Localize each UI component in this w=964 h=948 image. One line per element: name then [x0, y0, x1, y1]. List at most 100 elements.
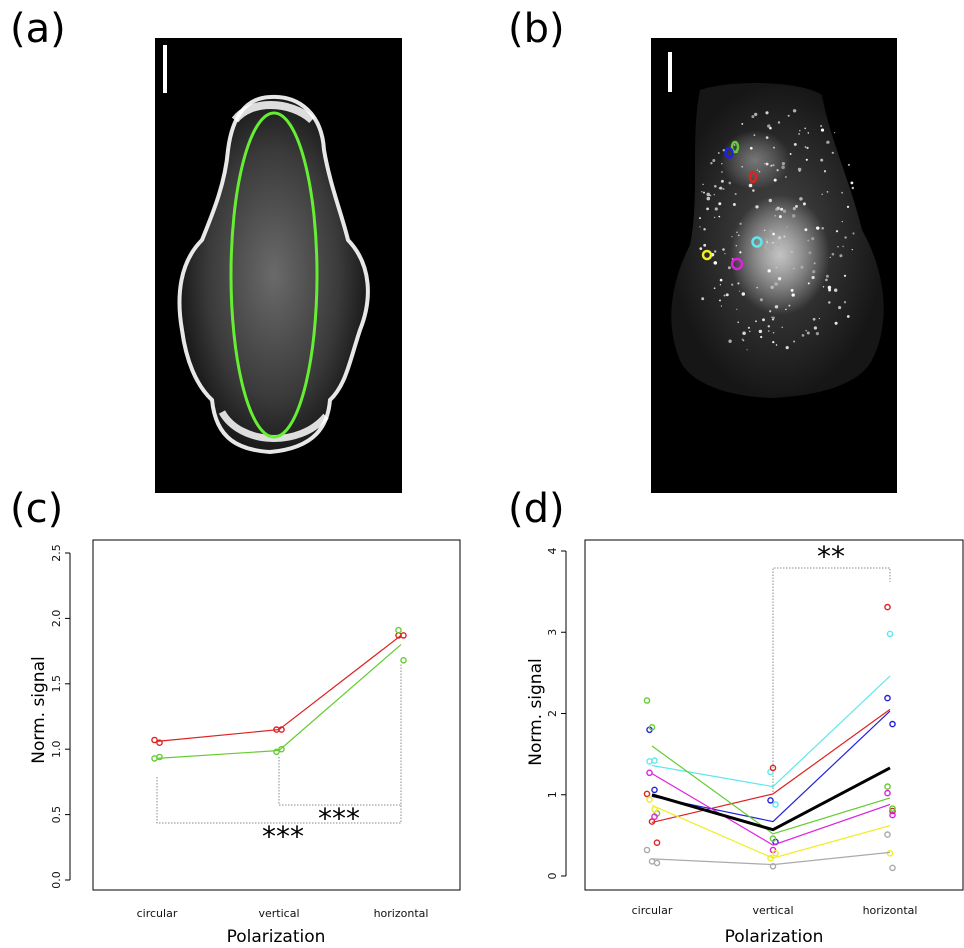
data-point [889, 864, 896, 872]
data-point [772, 850, 779, 857]
fluorescence-speckles [699, 109, 855, 351]
speckle [785, 346, 789, 350]
speckle [785, 176, 787, 178]
speckle [713, 250, 717, 253]
speckle [759, 298, 763, 302]
speckle [815, 332, 820, 336]
x-tick-label: horizontal [374, 907, 429, 920]
speckle [791, 214, 796, 218]
speckle [756, 169, 759, 171]
speckle [826, 140, 830, 144]
speckle [706, 196, 711, 201]
speckle [799, 129, 801, 132]
y-axis-c: 0.0 0.5 1.0 1.5 2.0 2.5 [50, 544, 71, 889]
speckle [713, 184, 717, 188]
y-axis-d: 0 1 2 3 4 [546, 548, 567, 880]
speckle [763, 229, 766, 232]
x-tick-label: vertical [752, 904, 793, 917]
y-tick-label: 1 [546, 791, 559, 798]
roi-marker-yellow [701, 249, 713, 261]
y-tick-label: 0.5 [50, 806, 63, 824]
speckle [843, 274, 847, 277]
speckle [767, 124, 771, 128]
scale-bar-b [668, 52, 672, 92]
speckle [723, 294, 726, 297]
speckle [806, 146, 809, 150]
speckle [746, 349, 748, 351]
speckle [765, 239, 768, 241]
speckle [699, 217, 701, 220]
speckle [789, 153, 792, 155]
speckle [732, 203, 736, 206]
roi-marker-red [748, 170, 758, 184]
speckle [756, 286, 759, 289]
speckle [713, 193, 716, 196]
speckle [799, 197, 803, 201]
data-point [643, 846, 651, 854]
speckle [776, 168, 779, 172]
speckle [791, 293, 795, 297]
data-point [151, 736, 158, 744]
data-point [889, 720, 896, 728]
y-tick-label: 2 [546, 710, 559, 717]
y-tick-label: 1.5 [50, 675, 63, 693]
x-axis-label-d: Polarization [725, 927, 824, 947]
significance-label: ** [817, 540, 845, 573]
speckle [851, 186, 854, 190]
series-line [651, 675, 891, 788]
roi-marker-magenta [730, 257, 744, 271]
data-point [769, 835, 777, 842]
x-tick-label: circular [137, 907, 178, 920]
y-axis-label-c: Norm. signal [29, 656, 49, 763]
speckle [805, 158, 808, 161]
speckle [772, 332, 775, 334]
speckle [801, 334, 805, 337]
speckle [844, 236, 847, 239]
speckle [721, 162, 723, 165]
speckle [793, 267, 795, 270]
data-point [889, 807, 896, 815]
speckle [808, 251, 812, 255]
speckle [701, 191, 703, 193]
data-point [643, 790, 651, 798]
x-axis-label-c: Polarization [227, 927, 326, 947]
speckle [795, 205, 798, 208]
y-tick-label: 2.5 [50, 544, 63, 562]
x-tick-label: horizontal [863, 904, 918, 917]
speckle [841, 191, 843, 194]
speckle [821, 193, 823, 195]
speckle [831, 151, 834, 154]
speckle [783, 235, 786, 238]
data-point [884, 694, 891, 702]
plot-frame-d [584, 539, 964, 891]
speckle [718, 202, 722, 206]
speckle [735, 244, 738, 247]
speckle [752, 189, 755, 192]
speckle [706, 192, 710, 197]
data-point [767, 797, 774, 804]
speckle [826, 191, 829, 193]
series-line [651, 773, 891, 846]
speckle [712, 159, 716, 162]
speckle [822, 285, 825, 288]
speckle [816, 226, 820, 230]
speckle [798, 170, 801, 172]
speckle [719, 278, 723, 282]
speckle [777, 277, 782, 281]
speckle [778, 215, 782, 219]
speckle [755, 205, 759, 209]
speckle [765, 111, 769, 115]
speckle [839, 254, 843, 258]
speckle [850, 181, 854, 185]
speckle [777, 121, 781, 124]
speckle [734, 193, 737, 195]
speckle [802, 202, 806, 206]
data-point [646, 796, 653, 803]
data-point [772, 801, 779, 808]
data-point [400, 657, 407, 664]
speckle [717, 152, 720, 154]
speckle [734, 144, 736, 146]
speckle [737, 282, 740, 285]
speckle [701, 297, 705, 301]
speckle [811, 237, 815, 241]
